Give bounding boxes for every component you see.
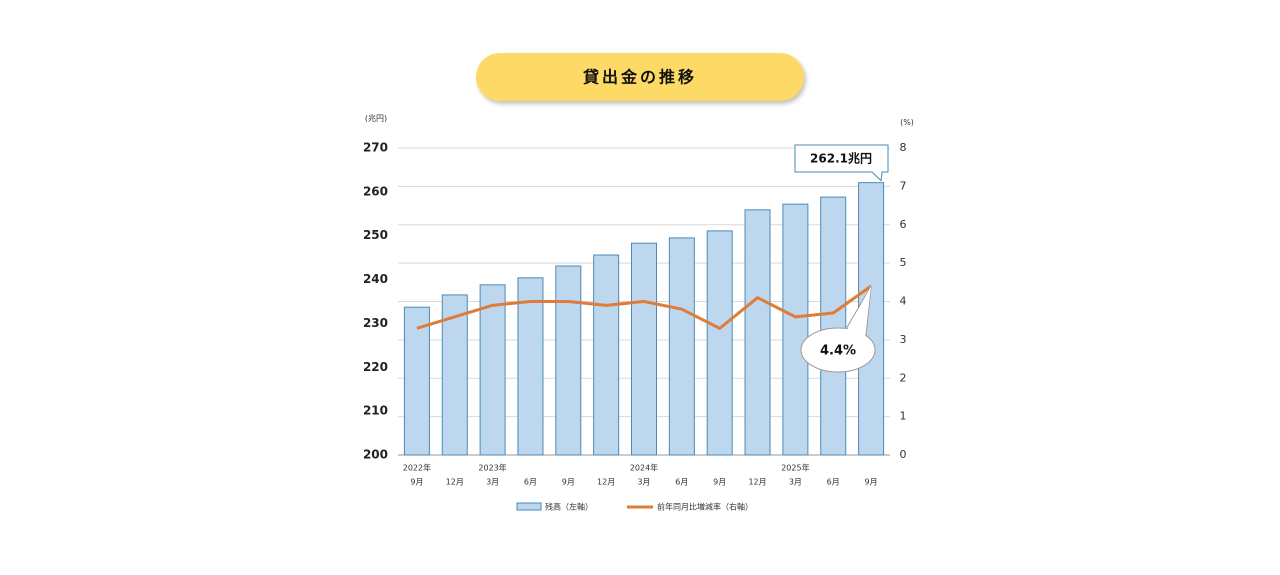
x-tick-label: 6月 — [827, 478, 840, 487]
x-tick-label: 3月 — [637, 478, 650, 487]
y-tick-label: 220 — [363, 360, 388, 374]
y2-tick-label: 6 — [900, 218, 907, 231]
y2-tick-label: 5 — [900, 256, 907, 269]
bar — [403, 306, 430, 456]
x-tick-label: 12月 — [748, 478, 766, 487]
legend-swatch — [516, 502, 542, 511]
x-tick-label: 9月 — [865, 478, 878, 487]
x-year-label: 2024年 — [630, 463, 658, 473]
y2-tick-label: 3 — [900, 333, 907, 346]
y2-tick-label: 0 — [900, 448, 907, 461]
line — [416, 284, 872, 330]
x-tick-label: 3月 — [789, 478, 802, 487]
y-tick-label: 210 — [363, 404, 388, 418]
x-tick-label: 12月 — [597, 478, 615, 487]
y-tick-label: 250 — [363, 228, 388, 242]
x-tick-label: 12月 — [446, 478, 464, 487]
legend-label: 前年同月比増減率（右軸） — [657, 502, 753, 512]
bar — [782, 203, 809, 456]
x-tick-label: 6月 — [524, 478, 537, 487]
x-tick-label: 9月 — [410, 478, 423, 487]
y-tick-label: 270 — [363, 141, 388, 155]
y-tick-label: 200 — [363, 448, 388, 462]
y-tick-label: 260 — [363, 184, 388, 198]
bar — [593, 254, 620, 456]
bar — [555, 265, 582, 456]
x-tick-label: 9月 — [562, 478, 575, 487]
title-pill — [476, 53, 804, 101]
x-year-label: 2023年 — [478, 463, 506, 473]
bar — [441, 294, 468, 456]
bar — [668, 237, 695, 456]
y2-tick-label: 1 — [900, 410, 907, 423]
y2-tick-label: 4 — [900, 295, 907, 308]
x-tick-label: 6月 — [675, 478, 688, 487]
y-unit: (兆円) — [365, 113, 387, 123]
callout-ellipse — [800, 327, 876, 373]
bar — [517, 277, 544, 456]
x-year-label: 2025年 — [781, 463, 809, 473]
x-tick-label: 9月 — [713, 478, 726, 487]
bar — [479, 284, 506, 456]
y2-tick-label: 7 — [900, 179, 907, 192]
y2-unit: (%) — [900, 118, 914, 127]
value-label: 262.1兆円 — [810, 151, 872, 166]
bar — [820, 196, 847, 456]
y2-tick-label: 8 — [900, 141, 907, 154]
chart-title: 貸出金の推移 — [582, 68, 697, 87]
value-label: 4.4% — [820, 344, 856, 359]
y-tick-label: 240 — [363, 272, 388, 286]
bar — [744, 209, 771, 456]
callout-box — [794, 144, 889, 182]
legend-label: 残高（左軸） — [545, 502, 593, 512]
bar — [706, 230, 733, 456]
x-tick-label: 3月 — [486, 478, 499, 487]
callout-joint — [847, 286, 872, 337]
x-year-label: 2022年 — [403, 463, 431, 473]
bar — [631, 242, 657, 456]
y-tick-label: 230 — [363, 316, 388, 330]
y2-tick-label: 2 — [900, 371, 907, 384]
